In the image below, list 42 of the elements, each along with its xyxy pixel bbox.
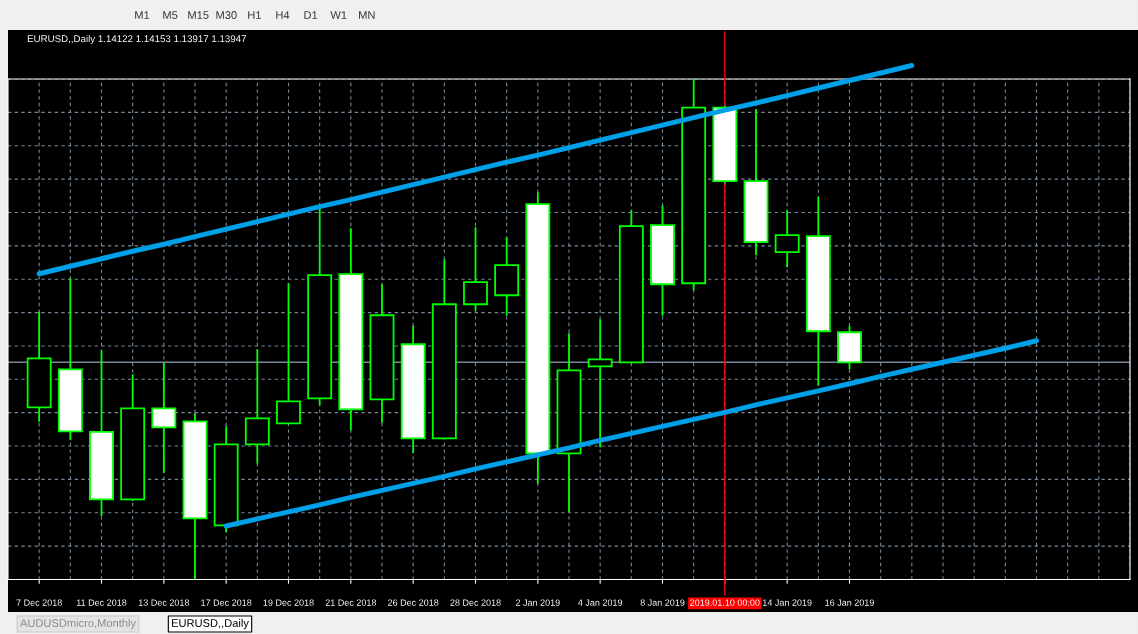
- candlestick: [276, 282, 301, 425]
- candlestick: [400, 324, 426, 455]
- chart-title: EURUSD,,Daily 1.14122 1.14153 1.13917 1.13947: [27, 35, 247, 45]
- text: MN: [359, 11, 375, 19]
- text: H1: [248, 11, 261, 19]
- x-tick-label: 16 Jan 2019: [825, 599, 874, 606]
- x-tick-label: 7 Dec 2018: [16, 599, 62, 606]
- text: EURUSD,,Daily: [172, 618, 249, 630]
- candlestick: [463, 226, 488, 312]
- x-tick-label: 28 Dec 2018: [450, 599, 501, 606]
- text: D1: [304, 11, 318, 19]
- x-tick-label: 14 Jan 2019: [763, 599, 812, 606]
- text: AUDUSDmicro,Monthly: [19, 618, 137, 630]
- candlestick: [743, 108, 769, 257]
- candlestick: [26, 310, 52, 423]
- x-tick-label: 21 Dec 2018: [325, 599, 377, 606]
- text: W1: [330, 11, 347, 19]
- text: M30: [216, 11, 237, 19]
- x-tick-label: 19 Dec 2018: [263, 599, 314, 606]
- candlestick: [244, 348, 270, 465]
- x-tick-label: 26 Dec 2018: [388, 599, 439, 606]
- x-tick-label: 4 Jan 2019: [578, 599, 623, 606]
- text: H4: [276, 11, 290, 19]
- text: M15: [188, 11, 209, 19]
- candlestick: [57, 277, 83, 442]
- candlestick: [494, 236, 520, 317]
- text: M5: [163, 11, 178, 19]
- candlestick: [120, 373, 146, 501]
- x-tick-label: 17 Dec 2018: [201, 599, 252, 606]
- candlestick: [650, 204, 675, 317]
- candlestick: [587, 318, 613, 449]
- x-tick-label: 2019.01.10 00:00: [690, 599, 760, 606]
- x-tick-label: 11 Dec 2018: [76, 599, 127, 606]
- x-tick-label: 8 Jan 2019: [640, 599, 685, 606]
- candlestick: [151, 361, 177, 474]
- candlestick: [369, 283, 395, 424]
- candlestick: [213, 425, 239, 533]
- x-tick-label: 2 Jan 2019: [515, 599, 560, 606]
- candlestick: [774, 209, 800, 269]
- text: M1: [135, 11, 150, 19]
- x-tick-label: 13 Dec 2018: [138, 599, 190, 606]
- candlestick: [618, 209, 644, 364]
